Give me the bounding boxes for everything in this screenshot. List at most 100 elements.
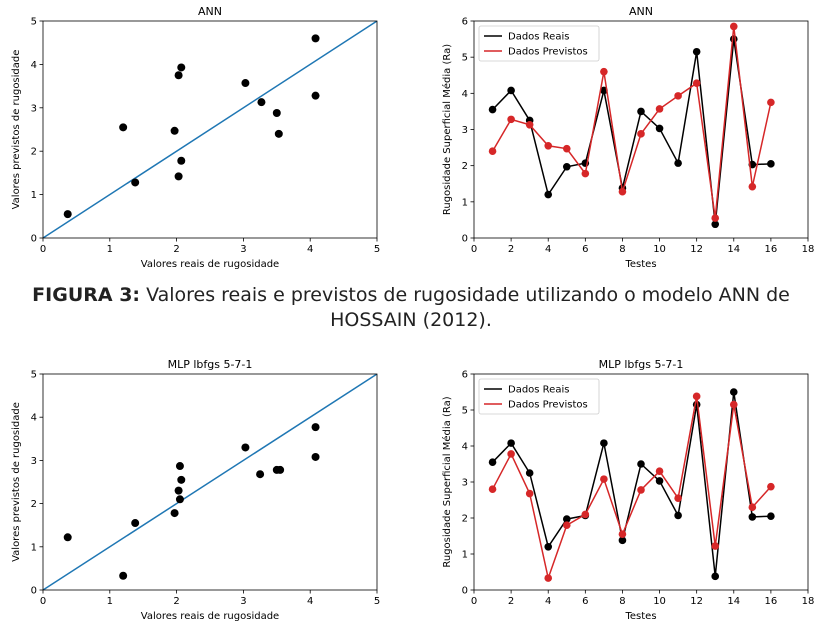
- series-point-1: [729, 35, 738, 43]
- x-tick-label: 1: [107, 244, 113, 255]
- scatter-point: [311, 423, 320, 432]
- y-tick-label: 3: [31, 456, 37, 467]
- y-tick-label: 4: [31, 413, 37, 424]
- series-point-2: [544, 574, 553, 582]
- x-axis-label: Testes: [624, 611, 656, 622]
- series-line-2: [491, 26, 772, 219]
- plot-area: [488, 388, 775, 582]
- y-tick-label: 5: [462, 406, 468, 417]
- x-tick-label: 4: [545, 244, 551, 255]
- scatter-point: [63, 533, 72, 542]
- scatter-point: [174, 172, 183, 181]
- scatter-point: [241, 443, 250, 452]
- y-axis-label: Rugosidade Superficial Média (Ra): [441, 396, 453, 567]
- series-point-2: [729, 400, 738, 409]
- series-line-1: [492, 391, 771, 577]
- series-point-1: [600, 439, 608, 447]
- chart-title: ANN: [198, 5, 222, 18]
- figure-caption-label: FIGURA 3:: [32, 284, 141, 306]
- series-point-1: [655, 477, 664, 485]
- series-point-1: [674, 511, 682, 520]
- legend-label: Dados Previstos: [508, 47, 588, 58]
- x-tick-label: 2: [508, 244, 514, 255]
- legend: Dados Reais Dados Previstos: [478, 378, 600, 415]
- series-point-2: [618, 187, 627, 196]
- series-point-1: [655, 124, 664, 133]
- scatter-point: [177, 156, 186, 165]
- series-point-2: [655, 467, 664, 476]
- series-point-2: [507, 115, 515, 124]
- series-point-2: [637, 486, 645, 494]
- series-point-1: [711, 572, 720, 581]
- x-tick-label: 3: [240, 596, 246, 607]
- plot-area: [43, 21, 377, 238]
- series-point-1: [488, 105, 497, 114]
- legend-box: [478, 378, 600, 415]
- scatter-point: [311, 34, 320, 43]
- series-point-2: [767, 98, 775, 107]
- y-tick-label: 2: [31, 499, 37, 510]
- series-point-2: [748, 503, 757, 512]
- series-point-2: [711, 214, 720, 222]
- series-point-2: [692, 79, 701, 88]
- chart-title: MLP lbfgs 5-7-1: [599, 358, 684, 371]
- x-tick-label: 0: [40, 596, 46, 607]
- scatter-point: [276, 465, 285, 474]
- scatter-point: [177, 475, 186, 484]
- x-tick-label: 12: [690, 596, 703, 607]
- y-tick-label: 0: [462, 586, 468, 597]
- y-tick-label: 3: [31, 103, 37, 114]
- y-tick-label: 6: [462, 370, 468, 381]
- y-tick-label: 0: [462, 234, 468, 245]
- figure-caption: FIGURA 3: Valores reais e previstos de r…: [0, 283, 822, 333]
- x-tick-label: 3: [240, 244, 246, 255]
- series-point-1: [748, 513, 757, 521]
- series-point-2: [655, 105, 664, 113]
- legend-box: [478, 25, 600, 62]
- x-tick-label: 5: [374, 596, 380, 607]
- scatter-point: [119, 571, 128, 580]
- x-tick-label: 2: [173, 596, 179, 607]
- series-line-1: [492, 38, 771, 225]
- series-point-1: [525, 469, 534, 477]
- x-tick-label: 8: [619, 596, 625, 607]
- series-point-1: [507, 439, 515, 447]
- x-tick-label: 14: [727, 596, 740, 607]
- y-tick-label: 1: [462, 197, 468, 208]
- x-tick-label: 10: [653, 596, 666, 607]
- y-tick-label: 0: [31, 234, 37, 245]
- series-point-2: [674, 494, 682, 503]
- series-point-2: [674, 92, 682, 100]
- series-point-1: [711, 220, 720, 229]
- x-tick-label: 4: [545, 596, 551, 607]
- y-tick-label: 3: [462, 125, 468, 136]
- series-point-1: [767, 512, 775, 520]
- x-tick-label: 0: [40, 244, 46, 255]
- chart-3: MLP lbfgs 5-7-1 0 1 2 3 4 5 0 1 2 3 4 5 Valores reais…: [11, 358, 380, 622]
- y-tick-label: 6: [462, 17, 468, 28]
- series-point-1: [637, 460, 645, 468]
- x-axis-label: Testes: [624, 259, 656, 270]
- y-tick-label: 4: [31, 60, 37, 71]
- axes-frame: [473, 20, 809, 239]
- figure-caption-text: Valores reais e previstos de rugosidade …: [146, 284, 790, 331]
- scatter-point: [257, 98, 266, 107]
- x-tick-label: 2: [173, 244, 179, 255]
- x-tick-label: 0: [471, 244, 477, 255]
- series-point-2: [581, 510, 590, 519]
- series-point-2: [748, 182, 757, 191]
- legend: Dados Reais Dados Previstos: [478, 25, 600, 62]
- series-point-2: [600, 67, 608, 76]
- series-point-1: [562, 162, 571, 171]
- identity-line: [43, 374, 377, 590]
- scatter-point: [174, 486, 183, 495]
- series-point-1: [544, 543, 553, 551]
- x-tick-label: 2: [508, 596, 514, 607]
- series-point-2: [692, 392, 701, 401]
- series-point-2: [507, 450, 515, 458]
- series-point-2: [767, 482, 775, 491]
- series-point-2: [711, 542, 720, 550]
- x-tick-label: 1: [107, 596, 113, 607]
- axes-frame: [42, 20, 378, 239]
